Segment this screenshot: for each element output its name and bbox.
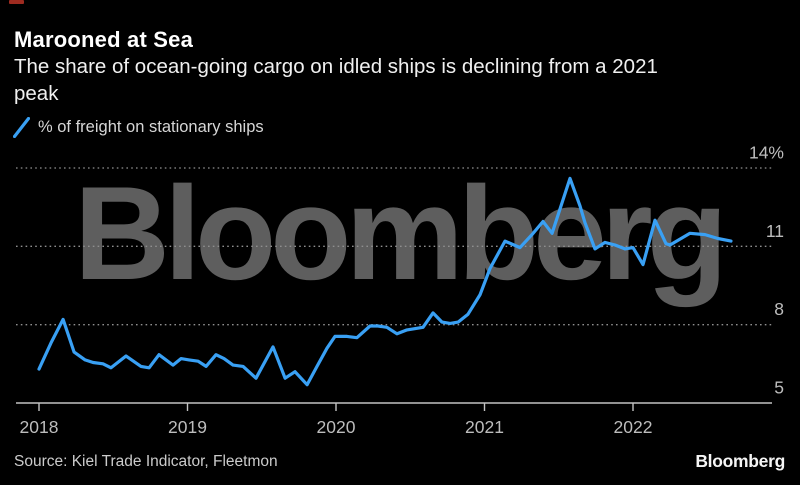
top-left-red-marker [9, 0, 24, 4]
x-axis-label-2020: 2020 [317, 417, 356, 437]
x-axis-label-2019: 2019 [168, 417, 207, 437]
y-axis-label-11: 11 [766, 221, 784, 241]
x-axis-label-2018: 2018 [20, 417, 59, 437]
bloomberg-watermark: Bloomberg [74, 160, 728, 308]
x-axis-label-2021: 2021 [465, 417, 504, 437]
y-axis-label-14: 14% [749, 143, 784, 163]
y-axis-label-8: 8 [774, 299, 784, 319]
chart-legend: % of freight on stationary ships [13, 117, 264, 138]
chart-subtitle: The share of ocean-going cargo on idled … [14, 55, 658, 105]
bloomberg-logo: Bloomberg [695, 451, 785, 471]
legend-series-label: % of freight on stationary ships [38, 118, 264, 136]
source-attribution: Source: Kiel Trade Indicator, Fleetmon [14, 453, 278, 470]
data-line-series-0 [37, 176, 733, 387]
line-series-marker-icon [13, 117, 30, 138]
chart-title: Marooned at Sea [14, 27, 194, 52]
y-axis-label-5: 5 [774, 378, 784, 398]
x-axis-label-2022: 2022 [614, 417, 653, 437]
